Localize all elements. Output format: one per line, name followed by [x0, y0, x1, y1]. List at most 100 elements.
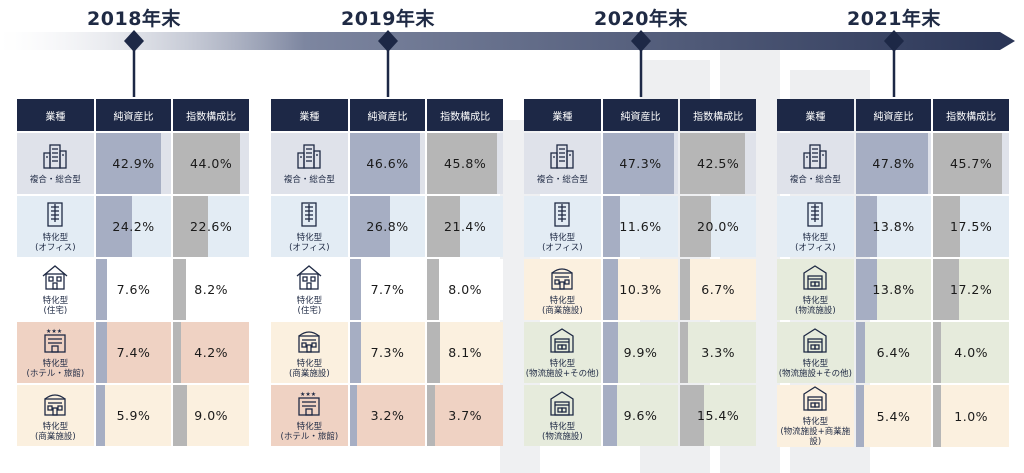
index-ratio-cell: 8.1% — [427, 322, 503, 383]
type-label: 特化型 — [296, 421, 323, 432]
type-label: (ホテル・旅館) — [26, 368, 85, 379]
ratio-value: 4.0% — [954, 345, 989, 360]
type-label: (物流施設+その他) — [525, 368, 599, 379]
office-building-icon — [17, 201, 94, 231]
allocation-table: 業種 純資産比 指数構成比 複合・総合型 47.8% 45.7% 特化型 (オフィス) 13.8… — [775, 97, 1011, 449]
type-label: (物流施設+商業施設) — [780, 427, 851, 447]
nav-ratio-cell: 10.3% — [602, 259, 679, 320]
index-ratio-header: 指数構成比 — [680, 99, 756, 131]
index-ratio-cell: 3.7% — [427, 385, 503, 446]
type-label: 特化型 — [549, 295, 576, 306]
ratio-value: 17.2% — [950, 282, 993, 297]
type-cell: 特化型 (オフィス) — [777, 196, 854, 257]
nav-ratio-bar — [602, 133, 675, 194]
hotel-icon: ★★★ — [17, 327, 94, 357]
type-cell: 複合・総合型 — [271, 133, 348, 194]
office-building-icon — [524, 201, 601, 231]
nav-ratio-cell: 13.8% — [855, 259, 932, 320]
svg-text:★★★: ★★★ — [300, 391, 316, 398]
type-cell: 特化型 (住宅) — [271, 259, 348, 320]
ratio-value: 24.2% — [112, 219, 155, 234]
year-panel: 業種 純資産比 指数構成比 複合・総合型 47.3% 42.5% 特化型 (オフィス) 11.6… — [524, 97, 756, 448]
timeline-arrow — [0, 32, 1015, 50]
nav-ratio-bar — [95, 385, 105, 446]
warehouse-icon — [777, 385, 854, 415]
type-label: 複合・総合型 — [536, 174, 588, 185]
ratio-value: 26.8% — [366, 219, 409, 234]
table-row: 特化型 (物流施設) 9.6% 15.4% — [524, 385, 756, 446]
office-tower-icon — [524, 143, 601, 173]
index-ratio-bar — [173, 259, 186, 320]
nav-ratio-cell: 47.8% — [855, 133, 932, 194]
ratio-value: 9.9% — [623, 345, 658, 360]
year-label: 2020年末 — [594, 8, 688, 30]
nav-ratio-cell: 7.6% — [95, 259, 172, 320]
nav-ratio-header: 純資産比 — [855, 99, 932, 131]
type-label: 特化型 — [42, 358, 69, 369]
type-cell: ★★★ 特化型 (ホテル・旅館) — [17, 322, 94, 383]
type-cell: 特化型 (オフィス) — [17, 196, 94, 257]
nav-ratio-bar — [349, 385, 358, 446]
table-row: 特化型 (オフィス) 13.8% 17.5% — [777, 196, 1009, 257]
type-label: 特化型 — [802, 232, 829, 243]
index-ratio-bar — [427, 259, 440, 320]
type-header: 業種 — [17, 99, 94, 131]
index-ratio-bar — [173, 196, 208, 257]
type-label: (住宅) — [297, 305, 322, 316]
year-panel: 業種 純資産比 指数構成比 複合・総合型 42.9% 44.0% 特化型 (オフィス) 24.2… — [17, 97, 249, 448]
house-icon — [17, 264, 94, 294]
type-cell: 複合・総合型 — [17, 133, 94, 194]
ratio-value: 42.5% — [697, 156, 740, 171]
nav-ratio-bar — [95, 259, 108, 320]
nav-ratio-bar — [349, 259, 362, 320]
ratio-value: 45.7% — [950, 156, 993, 171]
index-ratio-bar — [933, 322, 941, 383]
index-ratio-bar — [933, 133, 1003, 194]
ratio-value: 4.2% — [194, 345, 229, 360]
index-ratio-bar — [173, 133, 240, 194]
table-row: 特化型 (住宅) 7.6% 8.2% — [17, 259, 249, 320]
table-row: 特化型 (物流施設) 13.8% 17.2% — [777, 259, 1009, 320]
type-cell: 特化型 (物流施設+その他) — [777, 322, 854, 383]
type-label: (物流施設) — [542, 431, 583, 442]
timeline-diamond — [884, 30, 904, 52]
table-row: 特化型 (物流施設+商業施設) 5.4% 1.0% — [777, 385, 1009, 447]
table-row: 特化型 (物流施設+その他) 9.9% 3.3% — [524, 322, 756, 383]
table-row: 特化型 (オフィス) 26.8% 21.4% — [271, 196, 503, 257]
nav-ratio-bar — [855, 385, 864, 447]
nav-ratio-header: 純資産比 — [349, 99, 426, 131]
type-label: 特化型 — [549, 421, 576, 432]
nav-ratio-cell: 47.3% — [602, 133, 679, 194]
type-cell: 複合・総合型 — [524, 133, 601, 194]
nav-ratio-cell: 11.6% — [602, 196, 679, 257]
timeline-diamond — [631, 30, 651, 52]
ratio-value: 22.6% — [190, 219, 233, 234]
index-ratio-cell: 3.3% — [680, 322, 756, 383]
nav-ratio-cell: 5.4% — [855, 385, 932, 447]
type-cell: 特化型 (住宅) — [17, 259, 94, 320]
house-icon — [271, 264, 348, 294]
index-ratio-cell: 17.2% — [933, 259, 1009, 320]
timeline-diamond — [124, 30, 144, 52]
table-row: 複合・総合型 47.3% 42.5% — [524, 133, 756, 194]
nav-ratio-bar — [349, 322, 361, 383]
ratio-value: 11.6% — [619, 219, 662, 234]
hotel-icon: ★★★ — [271, 390, 348, 420]
type-label: (商業施設) — [289, 368, 330, 379]
index-ratio-bar — [427, 133, 497, 194]
ratio-value: 3.7% — [448, 408, 483, 423]
type-cell: 特化型 (オフィス) — [271, 196, 348, 257]
nav-ratio-cell: 7.3% — [349, 322, 426, 383]
index-ratio-cell: 17.5% — [933, 196, 1009, 257]
warehouse-icon — [777, 264, 854, 294]
ratio-value: 8.2% — [194, 282, 229, 297]
nav-ratio-bar — [855, 196, 877, 257]
nav-ratio-bar — [602, 322, 618, 383]
allocation-table: 業種 純資産比 指数構成比 複合・総合型 46.6% 45.8% 特化型 (オフィス) 26.8… — [269, 97, 505, 448]
nav-ratio-cell: 9.9% — [602, 322, 679, 383]
ratio-value: 47.3% — [619, 156, 662, 171]
nav-ratio-bar — [602, 385, 618, 446]
index-ratio-cell: 22.6% — [173, 196, 249, 257]
index-ratio-bar — [680, 196, 711, 257]
nav-ratio-bar — [95, 133, 161, 194]
